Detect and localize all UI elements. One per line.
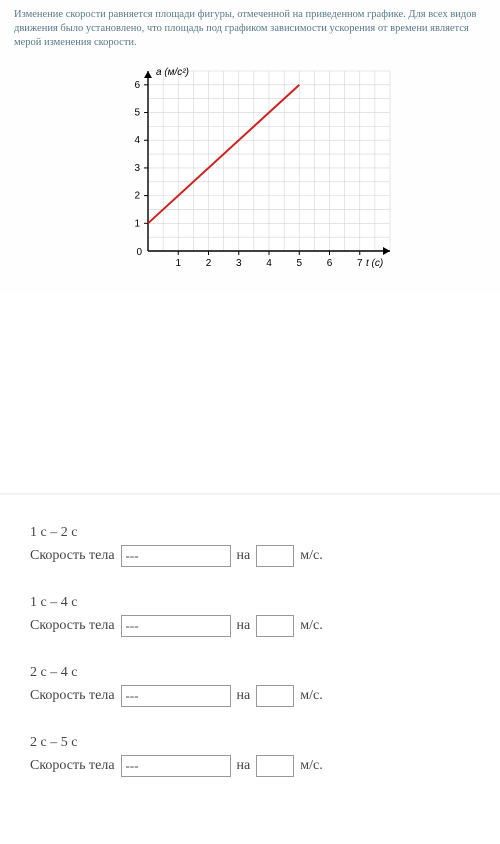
acceleration-chart: 1 2 3 4 5 6 7 0 1 2 3 4 5 6 а (м/с²) t (с) — [100, 61, 400, 281]
svg-text:4: 4 — [134, 135, 140, 146]
answer-block: 2 с – 5 с Скорость тела --- на м/с. — [30, 735, 470, 777]
velocity-value-input[interactable] — [256, 615, 294, 637]
svg-text:3: 3 — [134, 162, 140, 173]
answer-block: 1 с – 2 с Скорость тела --- на м/с. — [30, 525, 470, 567]
svg-text:6: 6 — [327, 258, 333, 269]
answer-row: Скорость тела --- на м/с. — [30, 755, 470, 777]
unit-label: м/с. — [300, 618, 322, 634]
svg-text:4: 4 — [266, 258, 272, 269]
svg-text:7: 7 — [357, 258, 363, 269]
answer-row: Скорость тела --- на м/с. — [30, 685, 470, 707]
svg-text:6: 6 — [134, 79, 140, 90]
svg-text:1: 1 — [175, 258, 181, 269]
connector: на — [237, 688, 251, 704]
answer-block: 2 с – 4 с Скорость тела --- на м/с. — [30, 665, 470, 707]
velocity-value-input[interactable] — [256, 545, 294, 567]
svg-text:2: 2 — [134, 190, 140, 201]
svg-text:5: 5 — [296, 258, 302, 269]
svg-text:3: 3 — [236, 258, 242, 269]
svg-text:5: 5 — [134, 107, 140, 118]
prompt-text: Изменение скорости равняется площади фиг… — [14, 8, 486, 51]
interval-label: 2 с – 5 с — [30, 735, 470, 751]
velocity-value-input[interactable] — [256, 755, 294, 777]
answer-block: 1 с – 4 с Скорость тела --- на м/с. — [30, 595, 470, 637]
velocity-change-select[interactable]: --- — [121, 685, 231, 707]
svg-text:1: 1 — [134, 218, 140, 229]
svg-text:а (м/с²): а (м/с²) — [156, 67, 189, 78]
unit-label: м/с. — [300, 758, 322, 774]
row-label: Скорость тела — [30, 618, 115, 634]
interval-label: 1 с – 4 с — [30, 595, 470, 611]
answer-row: Скорость тела --- на м/с. — [30, 615, 470, 637]
interval-label: 1 с – 2 с — [30, 525, 470, 541]
chart-container: 1 2 3 4 5 6 7 0 1 2 3 4 5 6 а (м/с²) t (с) — [14, 61, 486, 281]
row-label: Скорость тела — [30, 548, 115, 564]
row-label: Скорость тела — [30, 688, 115, 704]
velocity-change-select[interactable]: --- — [121, 615, 231, 637]
velocity-value-input[interactable] — [256, 685, 294, 707]
unit-label: м/с. — [300, 548, 322, 564]
svg-text:0: 0 — [136, 247, 142, 258]
row-label: Скорость тела — [30, 758, 115, 774]
answer-row: Скорость тела --- на м/с. — [30, 545, 470, 567]
svg-text:t (с): t (с) — [366, 258, 383, 269]
connector: на — [237, 548, 251, 564]
connector: на — [237, 618, 251, 634]
connector: на — [237, 758, 251, 774]
velocity-change-select[interactable]: --- — [121, 545, 231, 567]
velocity-change-select[interactable]: --- — [121, 755, 231, 777]
answers-section: 1 с – 2 с Скорость тела --- на м/с. 1 с … — [0, 495, 500, 777]
interval-label: 2 с – 4 с — [30, 665, 470, 681]
top-panel: Изменение скорости равняется площади фиг… — [0, 0, 500, 293]
svg-text:2: 2 — [206, 258, 212, 269]
unit-label: м/с. — [300, 688, 322, 704]
